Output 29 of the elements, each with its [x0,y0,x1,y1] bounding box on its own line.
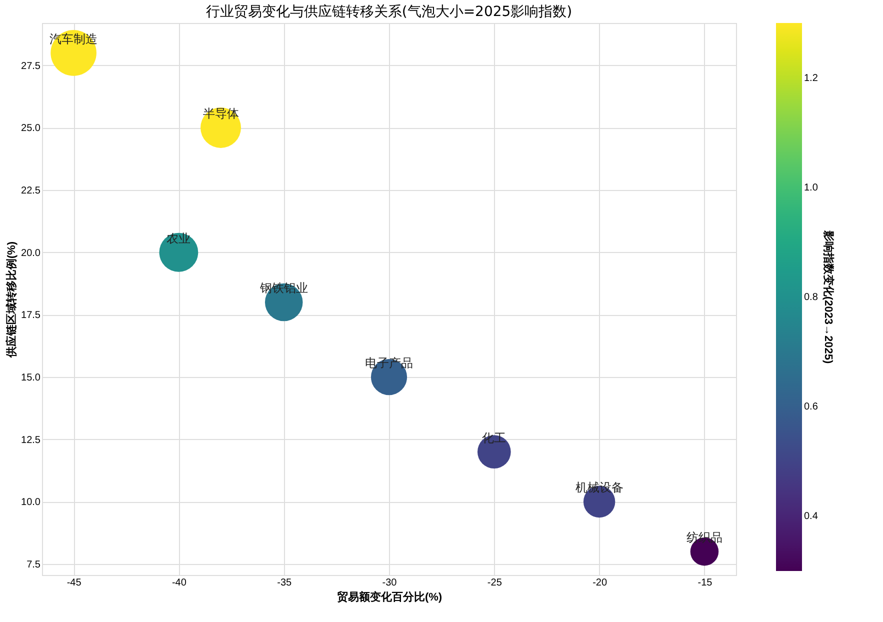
y-tick-label: 27.5 [21,60,41,72]
y-tick-label: 22.5 [21,186,41,197]
annotation: 钢铁铝业 [258,281,308,296]
y-tick-label: 17.5 [21,310,41,322]
chart-title: 行业贸易变化与供应链转移关系(气泡大小=2025影响指数) [206,4,572,20]
y-tick-label: 25.0 [21,123,41,134]
x-tick-label: -40 [172,578,187,588]
y-tick-label: 15.0 [21,372,41,384]
x-tick-label: -15 [698,578,713,588]
y-tick-label: 20.0 [21,248,41,259]
y-tick-label: 10.0 [21,497,41,508]
color-bar-title: 影响指数变化(2023→2025) [822,229,835,364]
color-bar-label: 0.8 [804,292,818,303]
x-tick-label: -35 [277,578,292,588]
color-bar-label: 0.6 [804,402,818,413]
color-bar-label: 1.0 [804,182,818,194]
annotation: 农业 [166,231,191,246]
color-bar-label: 0.4 [804,511,818,522]
color-bar-label: 1.2 [804,72,818,84]
x-tick-label: -25 [487,578,502,588]
annotation: 纺织品 [686,530,722,545]
x-tick-label: -20 [592,578,608,588]
y-axis-title: 供应链区域转移比例(%) [5,241,18,359]
x-axis-title: 贸易额变化百分比(%) [336,590,442,604]
y-tick-label: 12.5 [21,434,41,446]
x-tick-label: -45 [66,578,82,588]
annotation: 电子产品 [365,356,413,370]
y-tick-label: 7.5 [26,560,41,571]
x-tick-label: -30 [382,578,398,588]
